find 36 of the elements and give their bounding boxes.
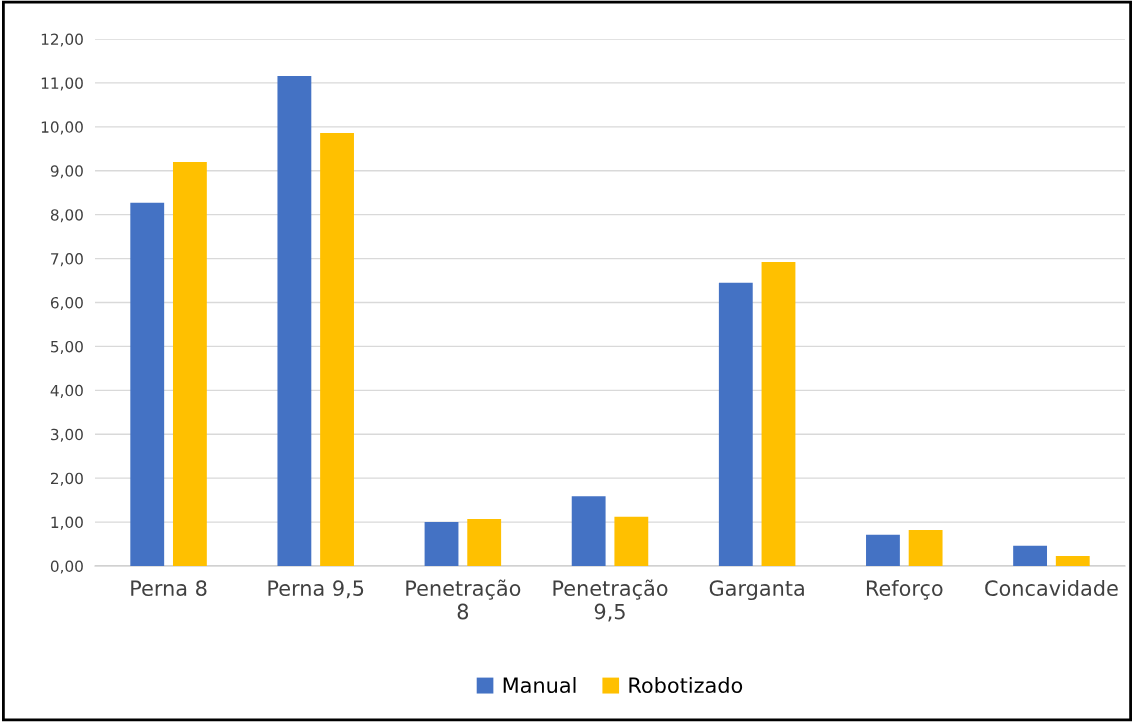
y-tick-label: 2,00 — [50, 472, 83, 486]
x-tick-label: Reforço — [866, 579, 943, 600]
bar — [761, 262, 796, 566]
y-tick-label: 9,00 — [50, 165, 83, 179]
bar — [172, 161, 207, 566]
bar — [866, 534, 900, 566]
y-tick-label: 1,00 — [51, 516, 83, 530]
y-tick-label: 3,00 — [51, 428, 83, 442]
bar — [908, 529, 943, 566]
y-tick-label: 6,00 — [50, 296, 83, 311]
bar — [1055, 555, 1090, 566]
bar — [424, 522, 459, 566]
y-tick-label: 0,00 — [50, 560, 83, 574]
bar — [1013, 545, 1048, 566]
bar — [467, 519, 502, 566]
bar — [320, 132, 354, 566]
y-tick-label: 11,00 — [41, 77, 83, 91]
y-tick-label: 8,00 — [50, 209, 83, 223]
bar — [277, 75, 312, 566]
legend-label: Robotizado — [629, 676, 743, 694]
bar — [571, 496, 606, 566]
bar — [614, 516, 649, 566]
legend-label: Manual — [503, 676, 576, 694]
y-tick-label: 10,00 — [41, 121, 83, 135]
bar — [718, 282, 753, 566]
x-tick-label: Concavidade — [985, 579, 1118, 597]
y-tick-label: 7,00 — [51, 253, 83, 267]
y-tick-label: 12,00 — [41, 33, 83, 47]
x-tick-label: Perna 8 — [131, 580, 207, 597]
x-tick-label: Penetração 9,5 — [553, 579, 668, 622]
y-tick-label: 4,00 — [50, 384, 83, 398]
x-tick-label: Perna 9,5 — [268, 580, 364, 599]
bar — [130, 202, 165, 566]
x-tick-label: Penetração 8 — [406, 579, 521, 620]
x-tick-label: Garganta — [709, 580, 804, 601]
y-tick-label: 5,00 — [51, 340, 83, 354]
